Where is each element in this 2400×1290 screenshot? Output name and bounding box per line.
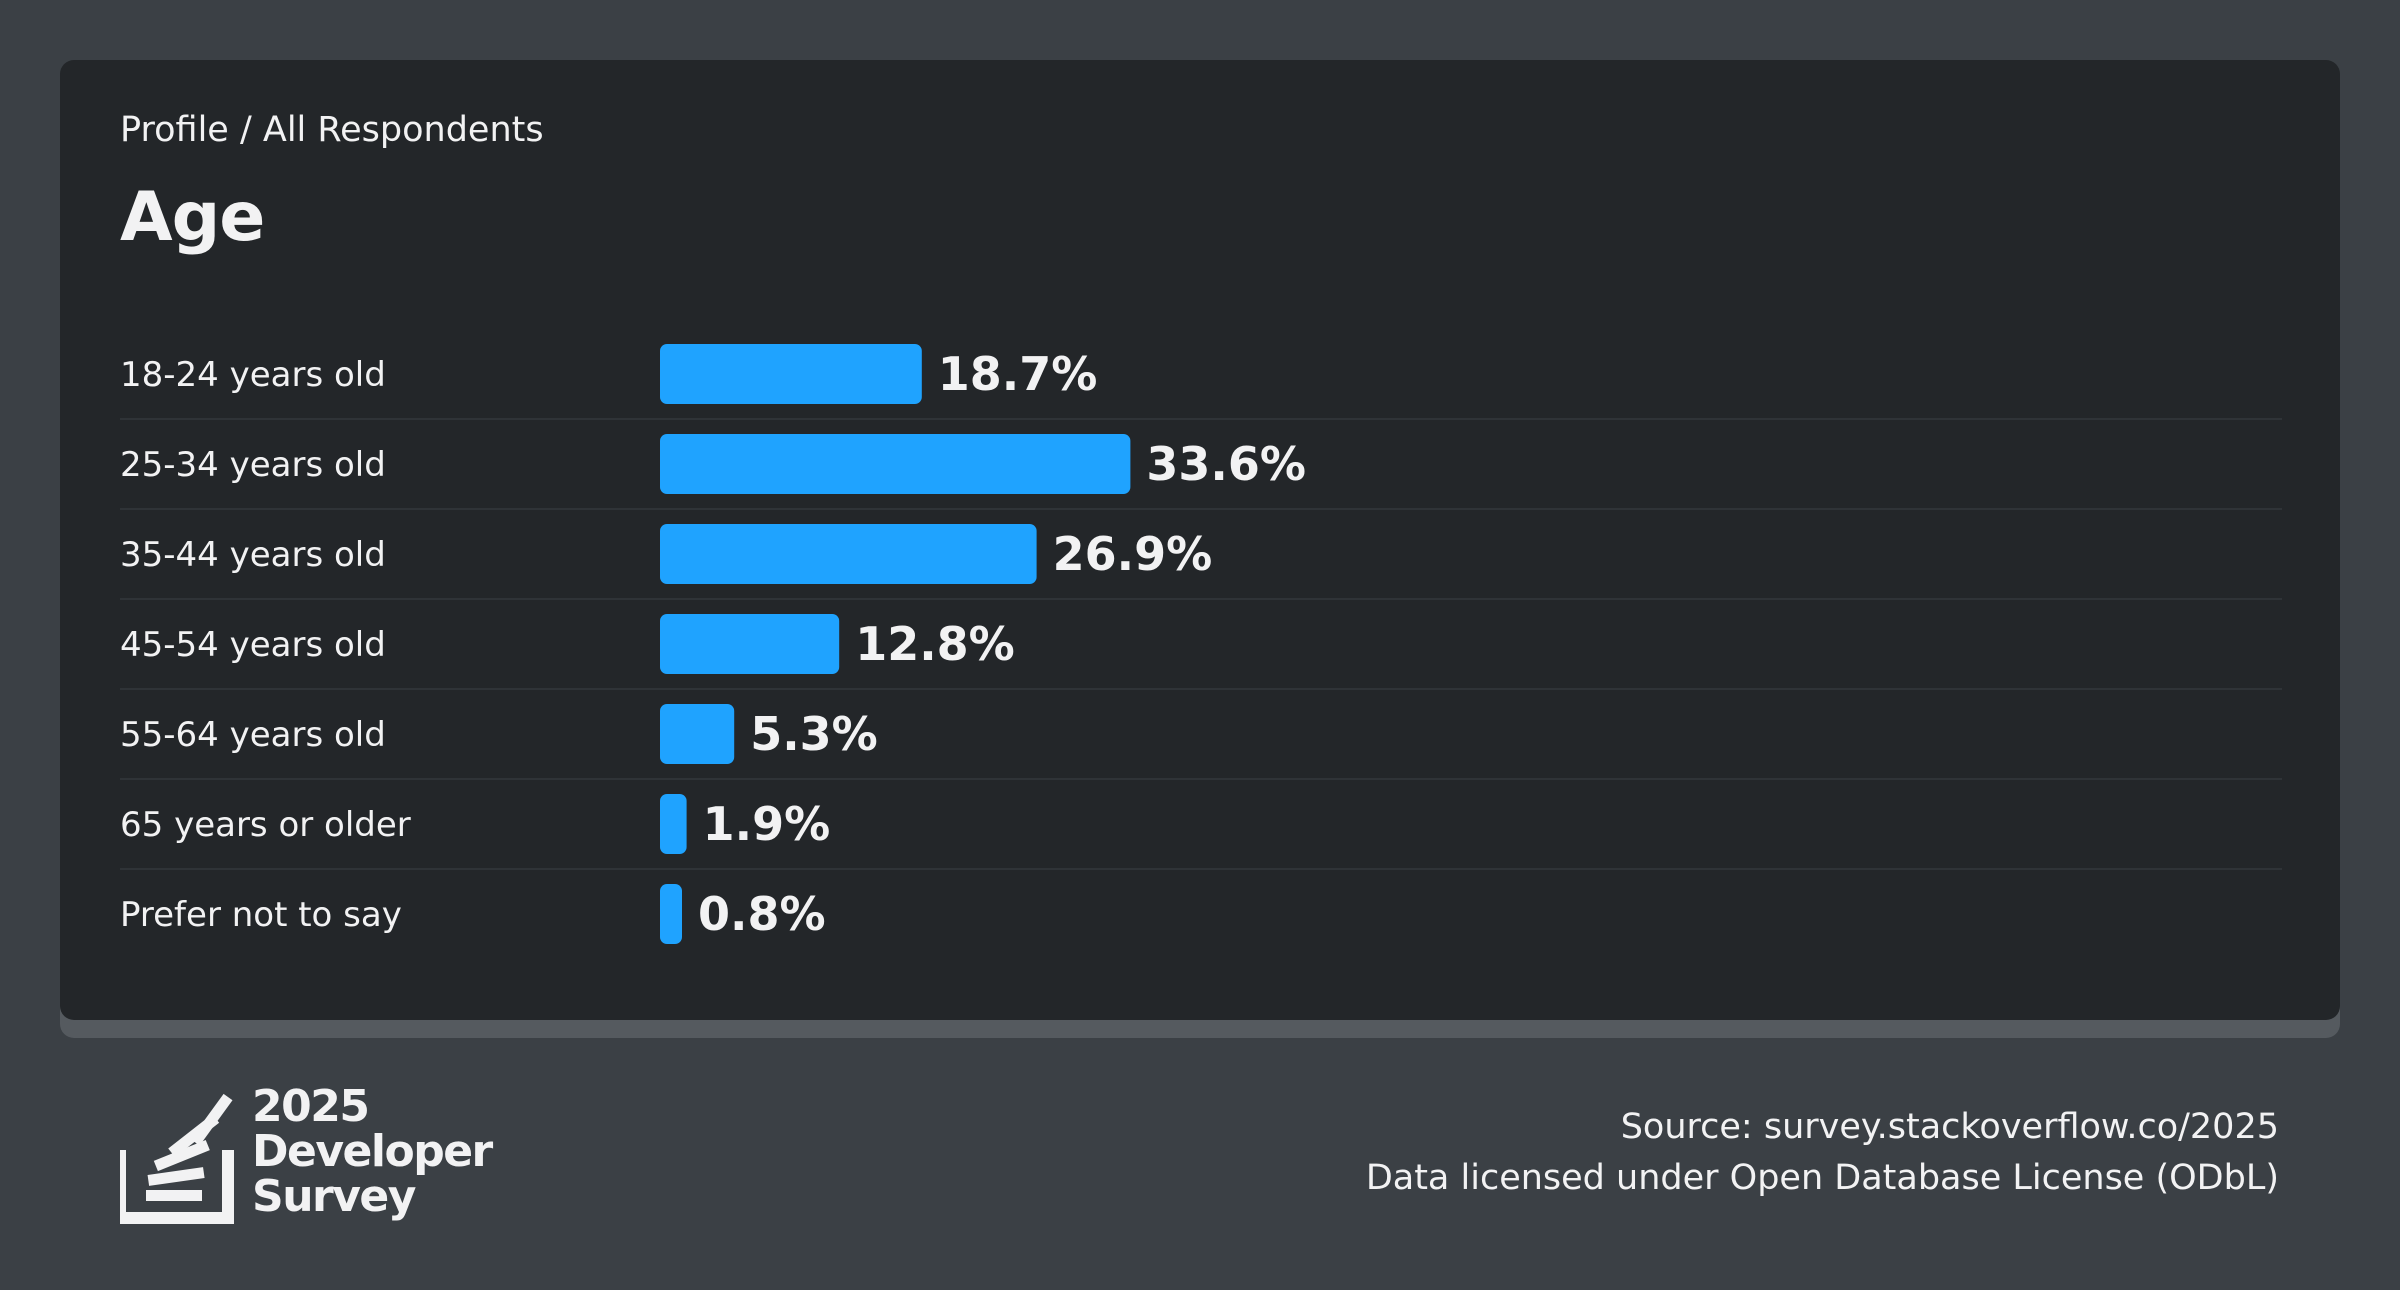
value-label: 33.6% <box>1146 437 1306 491</box>
category-label: 25-34 years old <box>120 445 386 485</box>
logo-line-developer: Developer <box>252 1126 493 1177</box>
breadcrumb: Profile / All Respondents <box>120 110 544 150</box>
bar[interactable] <box>660 794 687 854</box>
page-title: Age <box>120 178 265 257</box>
category-label: 65 years or older <box>120 805 411 845</box>
bar[interactable] <box>660 614 840 674</box>
bar[interactable] <box>660 524 1037 584</box>
value-label: 1.9% <box>703 797 831 851</box>
value-label: 0.8% <box>698 887 826 941</box>
value-label: 26.9% <box>1053 527 1213 581</box>
category-label: 55-64 years old <box>120 715 386 755</box>
logo-wordmark: 2025 Developer Survey <box>252 1081 493 1222</box>
source-link[interactable]: Source: survey.stackoverflow.co/2025 <box>1620 1107 2279 1147</box>
category-label: 18-24 years old <box>120 355 386 395</box>
license-text: Data licensed under Open Database Licens… <box>1365 1158 2279 1198</box>
stack-logo-icon <box>114 1093 234 1224</box>
bar-chart: 18-24 years old 18.7% 25-34 years old 33.6%… <box>120 344 2282 944</box>
survey-logo: 2025 Developer Survey <box>114 1078 500 1228</box>
value-label: 18.7% <box>938 347 1098 401</box>
category-label: Prefer not to say <box>120 895 402 935</box>
logo-line-survey: Survey <box>252 1171 416 1222</box>
source-attribution: Source: survey.stackoverflow.co/2025 Dat… <box>1366 1102 2279 1204</box>
category-label: 35-44 years old <box>120 535 386 575</box>
category-label: 45-54 years old <box>120 625 386 665</box>
chart-card: Profile / All Respondents Age 18-24 year… <box>60 60 2340 1020</box>
bar[interactable] <box>660 704 735 764</box>
bar[interactable] <box>660 344 922 404</box>
value-label: 5.3% <box>750 707 878 761</box>
value-label: 12.8% <box>855 617 1015 671</box>
bar[interactable] <box>660 884 682 944</box>
logo-year: 2025 <box>252 1081 370 1132</box>
bar[interactable] <box>660 434 1131 494</box>
